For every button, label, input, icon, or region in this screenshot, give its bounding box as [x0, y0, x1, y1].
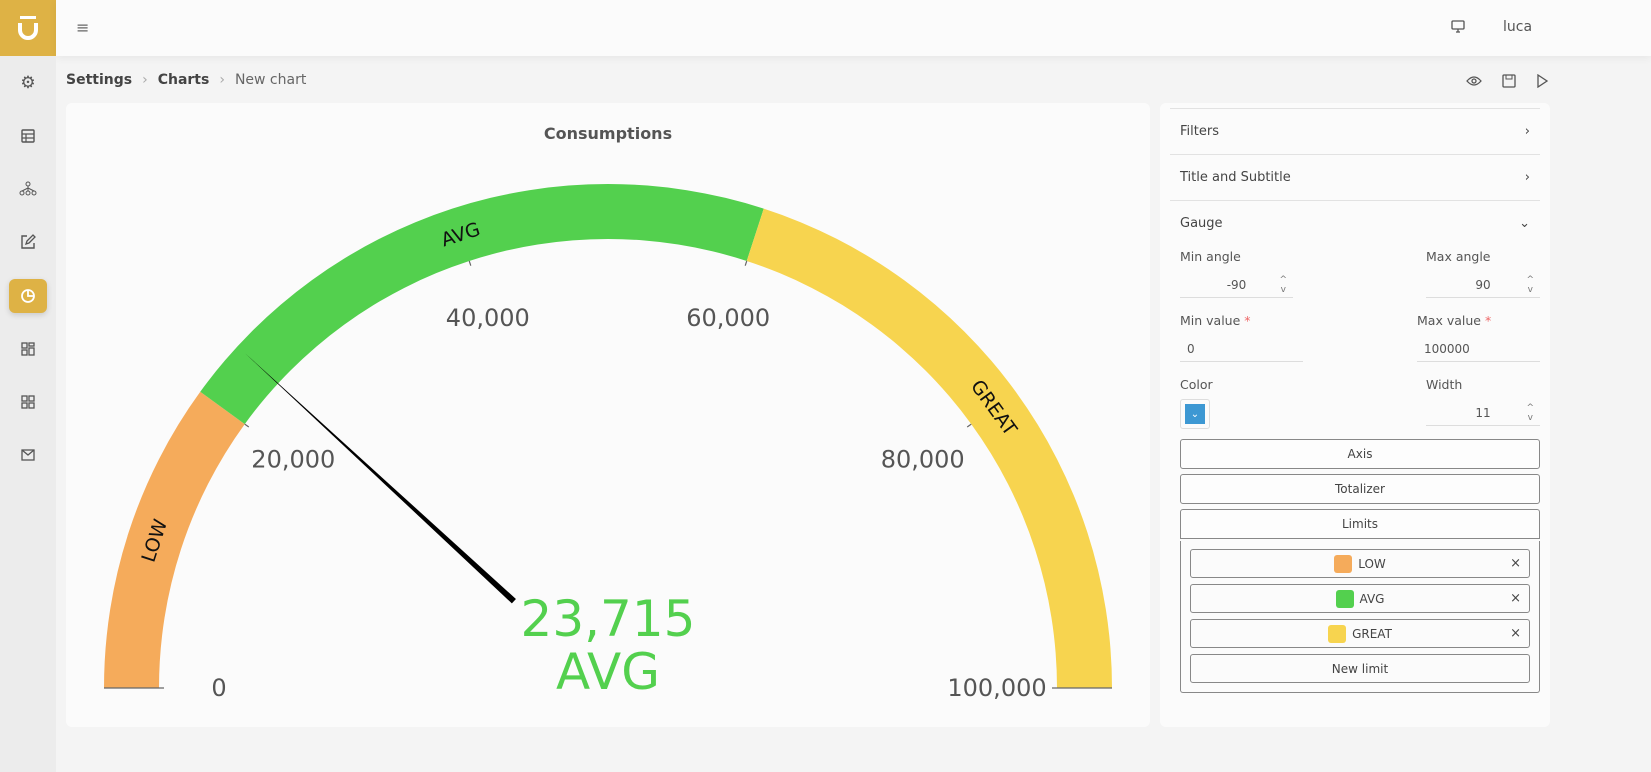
gauge-tick [966, 423, 972, 428]
play-icon[interactable] [1536, 74, 1548, 88]
width-value: 11 [1475, 405, 1491, 420]
color-swatch [1335, 589, 1354, 608]
breadcrumb-charts[interactable]: Charts [157, 72, 210, 88]
gauge-section[interactable]: Gauge ⌄ [1170, 200, 1540, 246]
chevron-right-icon: › [1524, 124, 1530, 139]
chart-card: Consumptions LOW AVG GREAT 0 20,000 40,000 60,… [66, 103, 1150, 727]
sidebar-item-settings[interactable]: ⚙ [9, 66, 47, 100]
gauge-band-great [746, 208, 1112, 688]
gauge-band-label: AVG [556, 643, 660, 701]
breadcrumb: Settings › Charts › New chart [66, 72, 306, 88]
sidebar-item-apps[interactable] [9, 385, 47, 419]
gear-icon: ⚙ [20, 73, 36, 93]
limit-label: AVG [1359, 591, 1385, 606]
sidebar-item-mail[interactable] [9, 438, 47, 472]
title-subtitle-label: Title and Subtitle [1180, 170, 1291, 185]
dashboard-icon [21, 342, 35, 356]
max-angle-input[interactable]: 90 ^ v [1426, 272, 1540, 298]
gauge-tick-label: 100,000 [947, 674, 1046, 702]
gauge-tick-label: 60,000 [686, 304, 770, 332]
table-icon [21, 129, 35, 143]
min-angle-input[interactable]: -90 ^ v [1180, 272, 1293, 298]
totalizer-button[interactable]: Totalizer [1180, 474, 1540, 504]
width-label: Width [1426, 377, 1463, 392]
breadcrumb-settings[interactable]: Settings [66, 72, 133, 88]
color-swatch [1328, 624, 1347, 643]
close-icon[interactable]: × [1510, 626, 1521, 641]
chevron-down-icon: ⌄ [1519, 216, 1530, 231]
max-value-label: Max value * [1417, 313, 1492, 328]
max-angle-label: Max angle [1426, 249, 1491, 264]
gauge-tick-label: 40,000 [446, 304, 530, 332]
sidebar-item-dashboards[interactable] [9, 332, 47, 366]
min-value: 0 [1187, 341, 1195, 356]
gauge-tick [468, 260, 472, 266]
close-icon[interactable]: × [1510, 556, 1521, 571]
grid-icon [21, 395, 35, 409]
limits-button[interactable]: Limits [1180, 509, 1540, 539]
sidebar-item-hierarchy[interactable] [9, 172, 47, 206]
menu-icon[interactable]: ≡ [76, 18, 90, 37]
new-limit-button[interactable]: New limit [1190, 654, 1530, 683]
gauge-tick-label: 0 [211, 674, 226, 702]
app-logo[interactable] [0, 0, 56, 56]
max-angle-value: 90 [1475, 277, 1491, 292]
max-value: 100000 [1424, 341, 1470, 356]
top-bar: ≡ luca [56, 0, 1651, 56]
settings-panel: Filters › Title and Subtitle › Gauge ⌄ Min … [1160, 103, 1550, 727]
axis-button[interactable]: Axis [1180, 439, 1540, 469]
chart-title: Consumptions [543, 124, 673, 143]
min-value-label: Min value * [1180, 313, 1251, 328]
stepper-icon[interactable]: ^ v [1526, 402, 1534, 423]
min-angle-label: Min angle [1180, 249, 1241, 264]
title-subtitle-section[interactable]: Title and Subtitle › [1170, 154, 1540, 200]
gauge-needle [244, 353, 516, 604]
color-swatch [1334, 554, 1353, 573]
pie-chart-icon [21, 289, 35, 303]
hierarchy-icon [19, 181, 37, 196]
preview-eye-icon[interactable] [1466, 74, 1482, 88]
gauge-tick [744, 260, 748, 266]
stepper-icon[interactable]: ^ v [1279, 274, 1287, 295]
limit-label: LOW [1358, 556, 1386, 571]
sidebar: ⚙ [0, 56, 56, 772]
sidebar-item-edit[interactable] [9, 225, 47, 259]
mail-icon [21, 449, 35, 461]
gauge-label: Gauge [1180, 216, 1223, 231]
user-name[interactable]: luca [1503, 19, 1533, 35]
gauge-band-avg [200, 183, 764, 425]
filters-label: Filters [1180, 124, 1219, 139]
gauge-tick-label: 80,000 [881, 445, 965, 473]
chevron-down-icon: ⌄ [1185, 404, 1205, 424]
color-picker[interactable]: ⌄ [1180, 399, 1210, 429]
stepper-icon[interactable]: ^ v [1526, 274, 1534, 295]
monitor-icon[interactable] [1451, 20, 1465, 33]
limit-item[interactable]: AVG × [1190, 584, 1530, 613]
edit-icon [21, 234, 36, 249]
chevron-right-icon: › [1524, 170, 1530, 185]
chevron-right-icon: › [219, 72, 225, 88]
color-label: Color [1180, 377, 1213, 392]
width-input[interactable]: 11 ^ v [1426, 400, 1540, 426]
gauge-tick-label: 20,000 [251, 445, 335, 473]
chevron-right-icon: › [142, 72, 148, 88]
filters-section[interactable]: Filters › [1170, 108, 1540, 154]
sidebar-item-tables[interactable] [9, 119, 47, 153]
gauge-tick [244, 423, 250, 428]
limit-item[interactable]: GREAT × [1190, 619, 1530, 648]
min-value-input[interactable]: 0 [1180, 336, 1303, 362]
save-icon[interactable] [1502, 74, 1516, 88]
sidebar-item-charts[interactable] [9, 279, 47, 313]
breadcrumb-current: New chart [234, 72, 307, 88]
close-icon[interactable]: × [1510, 591, 1521, 606]
gauge-band-low [104, 391, 245, 688]
max-value-input[interactable]: 100000 [1417, 336, 1540, 362]
gauge-value: 23,715 [520, 590, 696, 648]
limit-label: GREAT [1352, 626, 1392, 641]
limits-list: LOW × AVG × GREAT × New limit [1180, 541, 1540, 693]
limit-item[interactable]: LOW × [1190, 549, 1530, 578]
min-angle-value: -90 [1226, 277, 1247, 292]
